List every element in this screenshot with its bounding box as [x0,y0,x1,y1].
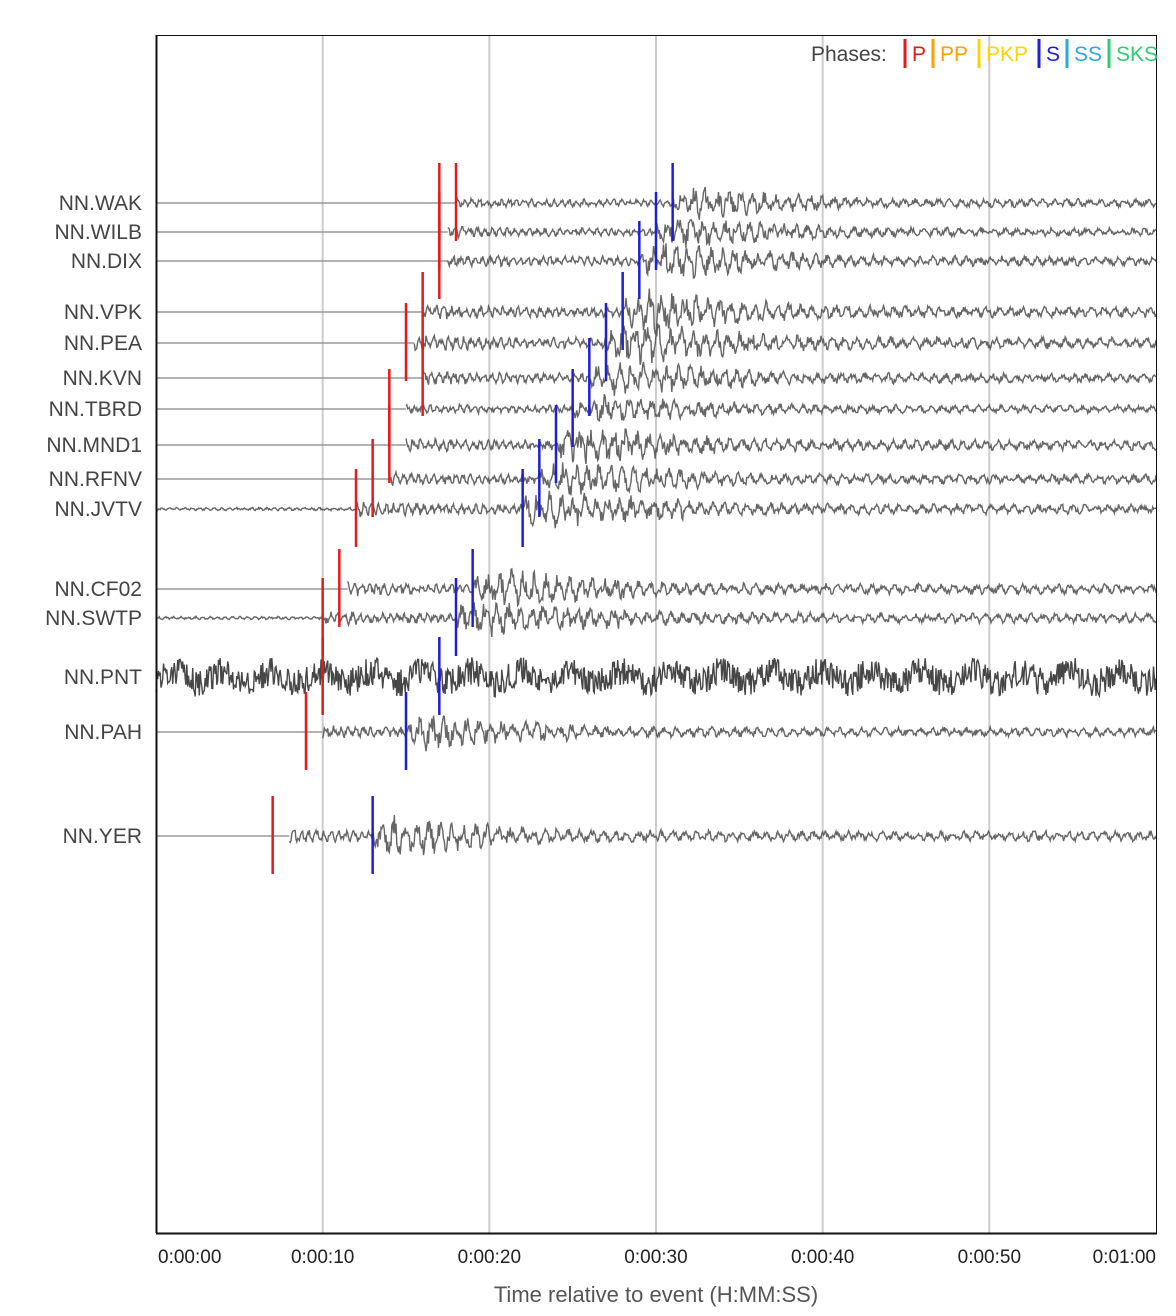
trace-nn-rfnv [388,462,1157,496]
trace-nn-dix [447,243,1157,279]
x-tick-label: 0:00:50 [958,1247,1021,1268]
station-label: NN.DIX [71,250,142,273]
station-label: NN.VPK [64,301,142,324]
x-tick-label: 0:00:00 [158,1247,221,1268]
x-tick-label: 0:00:30 [624,1247,687,1268]
legend-entry: PP [940,43,968,66]
station-label: NN.PAH [64,721,142,744]
station-label: NN.RFNV [49,468,142,491]
station-label: NN.JVTV [54,498,142,521]
trace-nn-pea [413,323,1157,366]
station-label: NN.CF02 [54,578,142,601]
x-tick-labels: 0:00:00 0:00:10 0:00:20 0:00:30 0:00:40 0:00:… [158,1247,1156,1268]
trace-nn-pah [322,715,1156,752]
phase-legend: Phases: P PP PKP S SS SKS [811,39,1158,68]
legend-entry: SS [1074,43,1102,66]
trace-nn-tbrd [405,393,1157,423]
x-tick-label: 0:00:40 [791,1247,854,1268]
legend-entry: P [912,43,926,66]
trace-nn-jvtv [155,490,1157,529]
legend-entry: SKS [1116,43,1158,66]
station-label: NN.WAK [59,192,142,215]
axes [155,35,1157,1235]
station-label: NN.WILB [54,221,142,244]
x-tick-label: 0:00:20 [458,1247,521,1268]
trace-nn-yer [288,815,1157,856]
trace-nn-wak [455,186,1157,220]
legend-entry: PKP [986,43,1028,66]
x-tick-label: 0:01:00 [1093,1247,1156,1268]
legend-entry: S [1046,43,1060,66]
trace-nn-cf02 [347,567,1157,608]
trace-nn-vpk [422,288,1157,336]
trace-nn-kvn [422,361,1157,396]
trace-nn-mnd1 [405,428,1157,465]
station-label: NN.MND1 [46,434,142,457]
station-label: NN.PNT [64,666,142,689]
station-label: NN.SWTP [45,607,142,630]
phase-picks [271,163,674,874]
x-axis-label: Time relative to event (H:MM:SS) [494,1282,818,1307]
x-tick-label: 0:00:10 [291,1247,354,1268]
station-label: NN.YER [63,825,142,848]
station-label: NN.PEA [64,332,142,355]
legend-title: Phases: [811,43,887,66]
station-labels: NN.WAK NN.WILB NN.DIX NN.VPK NN.PEA NN.KVN NN.… [45,192,142,848]
station-label: NN.KVN [63,367,142,390]
trace-nn-wilb [447,218,1157,249]
station-label: NN.TBRD [49,398,142,421]
